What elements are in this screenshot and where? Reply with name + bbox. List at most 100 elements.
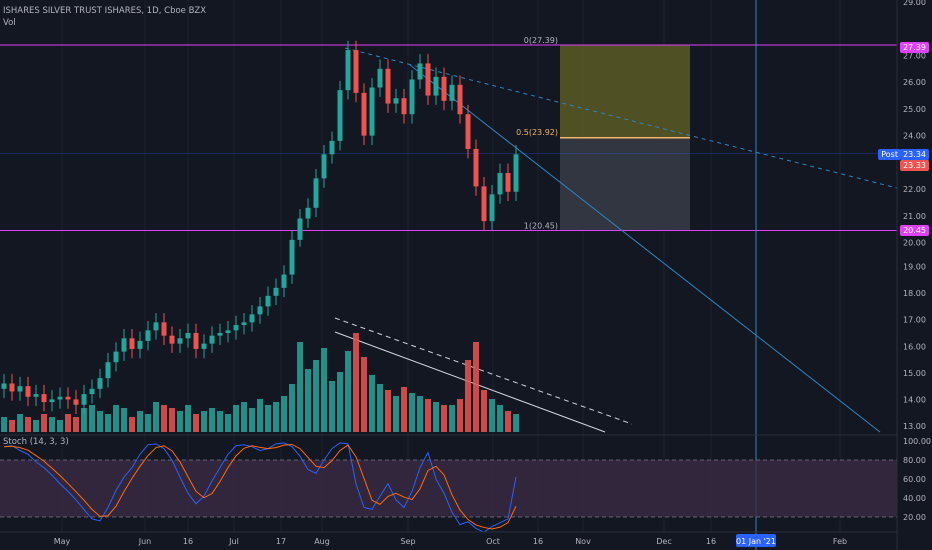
volume-bar <box>177 411 183 432</box>
post-badge[interactable]: Post <box>878 149 901 160</box>
volume-bar <box>9 420 15 432</box>
candle <box>89 388 95 395</box>
volume-bar <box>17 414 23 432</box>
volume-bar <box>393 396 399 432</box>
volume-bar <box>369 375 375 432</box>
candle <box>265 295 271 307</box>
price-tick-label: 24.00 <box>903 132 926 141</box>
volume-bar <box>161 405 167 432</box>
candle <box>513 154 519 192</box>
candle <box>289 239 295 275</box>
volume-bar <box>385 390 391 432</box>
volume-bar <box>489 399 495 432</box>
volume-bar <box>313 360 319 432</box>
volume-bar <box>97 411 103 432</box>
fib-lower-zone <box>560 137 690 231</box>
candle <box>257 306 263 315</box>
candle <box>249 314 255 323</box>
volume-bar <box>441 405 447 432</box>
candle <box>497 173 503 195</box>
volume-bar <box>425 399 431 432</box>
volume-bar <box>265 405 271 432</box>
time-tick-label: 16 <box>706 537 716 546</box>
volume-bar <box>121 408 127 432</box>
stoch-tick-label: 80.00 <box>903 456 926 465</box>
volume-bar <box>233 405 239 432</box>
candle <box>281 274 287 288</box>
volume-bar <box>65 414 71 432</box>
candle <box>17 386 23 392</box>
volume-bar <box>497 405 503 432</box>
time-tick-label: 01 Jan '21 <box>736 537 776 546</box>
volume-bar <box>49 417 55 432</box>
volume-bar <box>457 399 463 432</box>
candle <box>457 84 463 115</box>
volume-bar <box>129 417 135 432</box>
volume-bar <box>225 414 231 432</box>
volume-bar <box>449 405 455 432</box>
candle <box>361 92 367 136</box>
volume-bar <box>217 411 223 432</box>
volume-bar <box>145 414 151 432</box>
candle <box>161 322 167 336</box>
volume-bar <box>345 351 351 432</box>
stoch-band <box>0 460 897 517</box>
stoch-k-line <box>3 442 517 533</box>
candle <box>409 79 415 115</box>
trend-line-dashed <box>344 47 898 189</box>
candle <box>177 338 183 344</box>
candle <box>241 322 247 326</box>
volume-bar <box>185 405 191 432</box>
volume-trend-dashed <box>334 317 633 425</box>
candle <box>441 76 447 101</box>
volume-bar <box>377 384 383 432</box>
volume-bar <box>289 384 295 432</box>
date-badge <box>736 534 776 547</box>
candle <box>401 98 407 115</box>
price-tick-label: 16.00 <box>903 342 926 351</box>
candle <box>417 63 423 80</box>
price-tag-bottom: 20.45 <box>900 225 929 236</box>
candle <box>345 50 351 91</box>
volume-bar <box>353 333 359 432</box>
candle <box>305 207 311 219</box>
candle <box>377 68 383 88</box>
candle <box>433 76 439 96</box>
candle <box>353 50 359 93</box>
volume-bar <box>481 390 487 432</box>
volume-bar <box>153 402 159 432</box>
candle <box>449 84 455 101</box>
volume-bar <box>257 399 263 432</box>
volume-bar <box>513 414 519 432</box>
volume-bar <box>281 396 287 432</box>
candle <box>337 90 343 141</box>
volume-bar <box>81 408 87 432</box>
candle <box>193 333 199 349</box>
volume-bar <box>465 360 471 432</box>
candle <box>201 343 207 349</box>
trend-line <box>409 64 881 433</box>
candle <box>25 386 31 397</box>
volume-label: Vol <box>3 18 16 28</box>
price-tick-label: 14.00 <box>903 395 926 404</box>
fib-label-bottom: 1(20.45) <box>524 222 558 231</box>
candle <box>185 333 191 339</box>
volume-bar <box>33 420 39 432</box>
volume-bar <box>73 417 79 432</box>
candle <box>65 396 71 400</box>
price-tick-label: 20.00 <box>903 239 926 248</box>
candle <box>41 394 47 403</box>
volume-bar <box>409 393 415 432</box>
time-tick-label: 16 <box>533 537 543 546</box>
stoch-tick-label: 40.00 <box>903 494 926 503</box>
price-tick-label: 25.00 <box>903 105 926 114</box>
price-tag-top: 27.39 <box>900 42 929 53</box>
stoch-tick-label: 20.00 <box>903 513 926 522</box>
volume-bar <box>473 342 479 432</box>
price-tag-post: 23.34 <box>900 149 929 160</box>
candle <box>321 154 327 179</box>
time-tick-label: Aug <box>314 537 330 546</box>
price-tick-label: 19.00 <box>903 263 926 272</box>
candle <box>425 63 431 96</box>
